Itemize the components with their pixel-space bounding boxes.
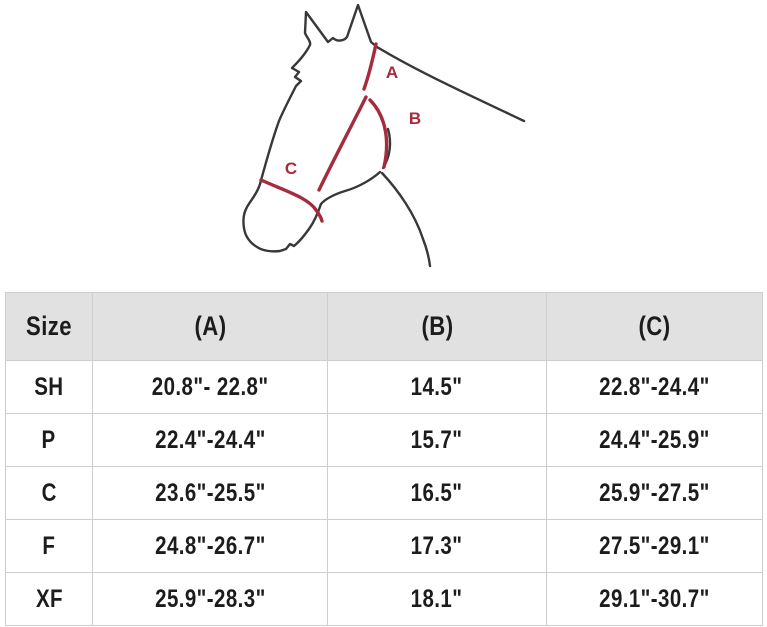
cell-measure-a: 25.9"-28.3" bbox=[92, 572, 328, 626]
cell-size: P bbox=[5, 413, 93, 467]
horse-head-diagram: A B C bbox=[242, 3, 526, 268]
strap-cheekpiece-path bbox=[317, 95, 368, 192]
header-size: Size bbox=[5, 292, 93, 361]
strap-a-crownpiece-path bbox=[362, 42, 378, 91]
table-row-f: F 24.8"-26.7" 17.3" 27.5"-29.1" bbox=[5, 519, 763, 573]
cell-measure-c: 24.4"-25.9" bbox=[546, 413, 763, 467]
table-row-sh: SH 20.8"- 22.8" 14.5" 22.8"-24.4" bbox=[5, 360, 763, 414]
table-row-xf: XF 25.9"-28.3" 18.1" 29.1"-30.7" bbox=[5, 572, 763, 626]
cell-measure-a: 23.6"-25.5" bbox=[92, 466, 328, 520]
cell-measure-a: 20.8"- 22.8" bbox=[92, 360, 328, 414]
strap-c-noseband-path bbox=[259, 178, 324, 223]
cell-size: XF bbox=[5, 572, 93, 626]
cell-measure-c: 27.5"-29.1" bbox=[546, 519, 763, 573]
cell-size: C bbox=[5, 466, 93, 520]
strap-a-label: A bbox=[386, 63, 398, 82]
size-table-container: Size (A) (B) (C) SH 20.8"- 22.8" 14.5" 2… bbox=[5, 292, 763, 626]
strap-b-throatlatch-path bbox=[368, 98, 389, 169]
size-table: Size (A) (B) (C) SH 20.8"- 22.8" 14.5" 2… bbox=[5, 292, 763, 626]
header-measure-b: (B) bbox=[327, 292, 547, 361]
cell-measure-b: 14.5" bbox=[327, 360, 547, 414]
header-measure-a: (A) bbox=[92, 292, 328, 361]
cell-measure-a: 24.8"-26.7" bbox=[92, 519, 328, 573]
cell-measure-c: 29.1"-30.7" bbox=[546, 572, 763, 626]
table-row-p: P 22.4"-24.4" 15.7" 24.4"-25.9" bbox=[5, 413, 763, 467]
cell-size: SH bbox=[5, 360, 93, 414]
cell-measure-b: 18.1" bbox=[327, 572, 547, 626]
header-measure-c: (C) bbox=[546, 292, 763, 361]
strap-b-label: B bbox=[409, 109, 421, 128]
cell-measure-c: 25.9"-27.5" bbox=[546, 466, 763, 520]
horse-outline-path bbox=[242, 3, 526, 253]
table-row-c: C 23.6"-25.5" 16.5" 25.9"-27.5" bbox=[5, 466, 763, 520]
cell-measure-b: 15.7" bbox=[327, 413, 547, 467]
cell-measure-a: 22.4"-24.4" bbox=[92, 413, 328, 467]
cell-measure-b: 16.5" bbox=[327, 466, 547, 520]
table-header-row: Size (A) (B) (C) bbox=[5, 292, 763, 361]
cell-measure-c: 22.8"-24.4" bbox=[546, 360, 763, 414]
strap-c-label: C bbox=[285, 159, 297, 178]
horse-neck-path bbox=[380, 171, 432, 268]
cell-measure-b: 17.3" bbox=[327, 519, 547, 573]
cell-size: F bbox=[5, 519, 93, 573]
